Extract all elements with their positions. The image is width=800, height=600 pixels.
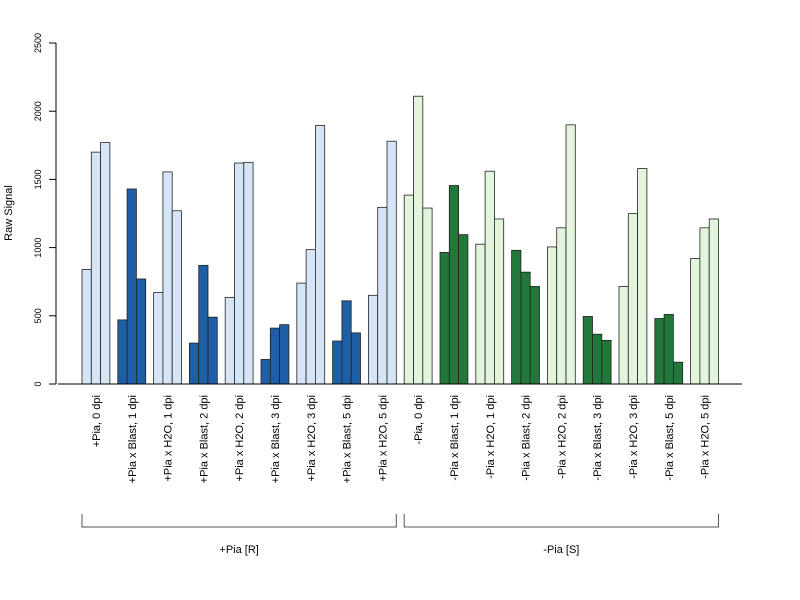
bar (448, 185, 459, 385)
bar (673, 361, 684, 385)
y-tick-label: 2500 (33, 33, 43, 53)
group-bracket (403, 514, 719, 528)
bar (90, 151, 102, 385)
group-brackets: +Pia [R] -Pia [S] (81, 514, 719, 556)
bar (556, 227, 567, 385)
y-tick-label: 500 (33, 308, 43, 323)
bar (350, 332, 361, 385)
bar (708, 218, 719, 385)
bar (171, 210, 182, 385)
bar (439, 251, 450, 385)
bar (100, 142, 111, 385)
bar (224, 296, 235, 385)
x-tick-label: +Pia x Blast, 2 dpi (198, 395, 210, 483)
x-tick-label: +Pia x Blast, 5 dpi (342, 395, 354, 483)
bar (341, 300, 352, 385)
y-tick-label: 2000 (33, 101, 43, 121)
x-tick-label: -Pia x H2O, 3 dpi (628, 395, 640, 479)
bar (269, 327, 280, 385)
bar (511, 249, 522, 385)
y-axis: 0 500 1000 1500 2000 2500 (33, 33, 57, 387)
x-tick-label: +Pia, 0 dpi (91, 395, 103, 447)
bar (279, 324, 290, 385)
bar (690, 258, 701, 385)
x-tick-label: -Pia x Blast, 1 dpi (449, 395, 461, 481)
group-label: +Pia [R] (219, 544, 258, 556)
group-bracket (81, 514, 397, 528)
bar (367, 294, 379, 385)
x-tick-label: +Pia x H2O, 3 dpi (306, 395, 318, 482)
x-tick-label: +Pia x Blast, 3 dpi (270, 395, 282, 483)
bar (458, 234, 469, 385)
bar (243, 161, 254, 385)
bar (117, 319, 128, 385)
y-axis-label: Raw Signal (3, 185, 15, 241)
bar (592, 333, 603, 385)
bar (188, 342, 200, 385)
y-tick-label: 0 (33, 381, 43, 386)
bar (529, 286, 540, 385)
bar (654, 318, 665, 385)
bar (377, 206, 388, 385)
x-tick-label: +Pia x H2O, 1 dpi (163, 395, 175, 482)
x-tick-label: +Pia x H2O, 2 dpi (234, 395, 246, 482)
bar (618, 286, 629, 385)
bar (493, 218, 505, 385)
bar (403, 194, 414, 385)
x-tick-label: -Pia x Blast, 3 dpi (592, 395, 604, 481)
bar (663, 314, 674, 385)
bar (153, 292, 164, 385)
bar (198, 264, 209, 385)
y-tick-label: 1500 (33, 169, 43, 189)
x-tick-label: -Pia x H2O, 1 dpi (485, 395, 497, 479)
bar (475, 243, 486, 385)
bar (386, 140, 397, 385)
bar (135, 278, 147, 385)
bar (699, 227, 710, 385)
bars (81, 95, 719, 385)
x-tick-label: -Pia x Blast, 5 dpi (664, 395, 676, 481)
bar (207, 316, 218, 385)
bar (81, 269, 92, 385)
x-tick-label: +Pia x H2O, 5 dpi (377, 395, 389, 482)
x-tick-label: -Pia x Blast, 2 dpi (521, 395, 533, 481)
bar (601, 339, 612, 385)
bar (422, 207, 433, 385)
bar (637, 168, 648, 385)
x-tick-label: -Pia x H2O, 2 dpi (556, 395, 568, 479)
bar (627, 213, 638, 385)
bar (332, 340, 343, 385)
bar (260, 359, 271, 385)
bar (484, 170, 495, 385)
bar (234, 162, 245, 385)
x-tick-label: +Pia x Blast, 1 dpi (127, 395, 139, 483)
bar (582, 316, 593, 385)
bar (314, 125, 326, 385)
bar (520, 271, 531, 385)
group-label: -Pia [S] (543, 544, 579, 556)
x-tick-label: -Pia, 0 dpi (413, 395, 425, 445)
bar (547, 246, 558, 385)
bar (162, 171, 173, 385)
bar (296, 282, 307, 385)
y-tick-label: 1000 (33, 238, 43, 258)
x-tick-label: -Pia x H2O, 5 dpi (700, 395, 712, 479)
bar (126, 188, 137, 385)
bar (413, 95, 424, 385)
bar (305, 249, 316, 385)
x-tick-labels: +Pia, 0 dpi +Pia x Blast, 1 dpi +Pia x H2O… (91, 395, 712, 483)
bar (565, 124, 576, 385)
